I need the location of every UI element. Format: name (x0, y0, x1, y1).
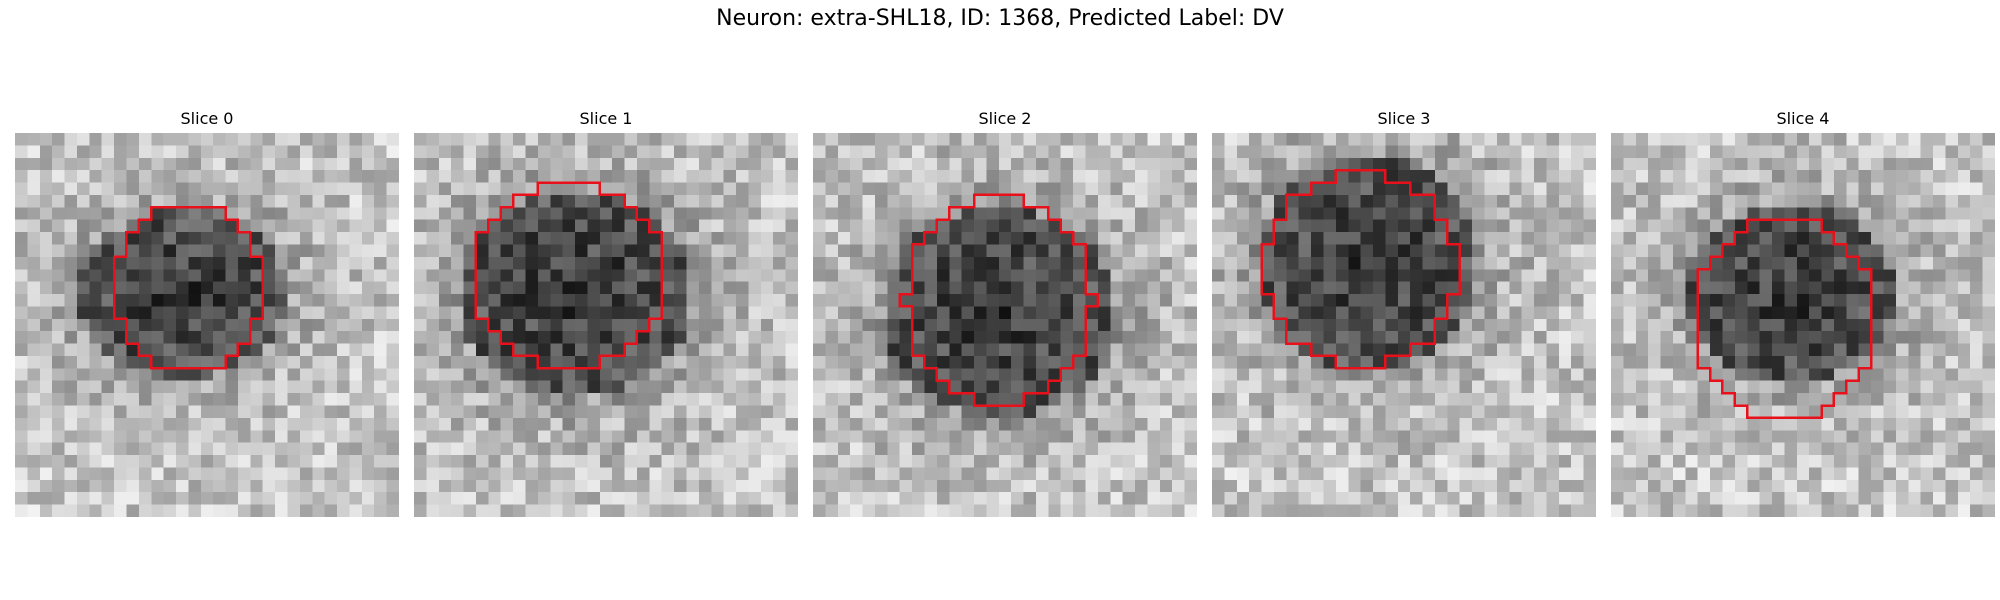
mask-contour (112, 206, 264, 370)
mask-contour (474, 181, 663, 370)
slice-title: Slice 4 (1776, 109, 1830, 128)
slice-title: Slice 3 (1377, 109, 1431, 128)
slice-panel-0: Slice 0 (15, 109, 399, 517)
mask-contour (1260, 168, 1461, 370)
slice-panel-3: Slice 3 (1212, 109, 1596, 517)
slice-title: Slice 1 (579, 109, 633, 128)
slice-image (813, 133, 1197, 517)
slice-panel-4: Slice 4 (1611, 109, 1995, 517)
mask-contour (898, 193, 1100, 407)
slice-image (1611, 133, 1995, 517)
slice-image (414, 133, 798, 517)
figure-title: Neuron: extra-SHL18, ID: 1368, Predicted… (716, 6, 1284, 31)
mask-contour (1696, 218, 1873, 420)
slice-title: Slice 0 (180, 109, 234, 128)
slice-title: Slice 2 (978, 109, 1032, 128)
slice-image (15, 133, 399, 517)
slice-image (1212, 133, 1596, 517)
slice-panel-2: Slice 2 (813, 109, 1197, 517)
slice-panel-1: Slice 1 (414, 109, 798, 517)
